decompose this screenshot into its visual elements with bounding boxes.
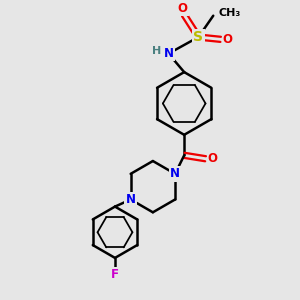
Text: CH₃: CH₃ [218, 8, 241, 18]
Text: N: N [164, 47, 173, 60]
Text: O: O [208, 152, 218, 165]
Text: N: N [170, 167, 180, 180]
Text: H: H [152, 46, 161, 56]
Text: S: S [194, 30, 203, 44]
Text: O: O [178, 2, 188, 15]
Text: O: O [223, 33, 233, 46]
Text: F: F [111, 268, 119, 281]
Text: N: N [126, 193, 136, 206]
